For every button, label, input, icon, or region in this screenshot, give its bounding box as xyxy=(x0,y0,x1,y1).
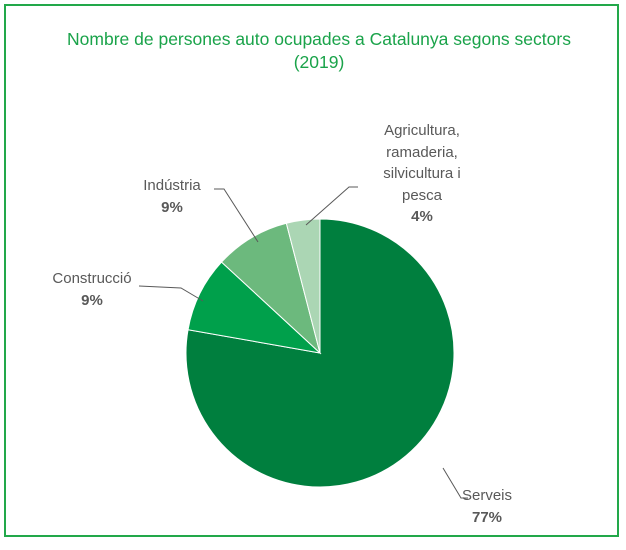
leader-line xyxy=(442,467,468,499)
value-label: 4% xyxy=(411,208,433,225)
value-label: 9% xyxy=(161,198,183,216)
pie-slice xyxy=(285,218,321,354)
chart xyxy=(138,186,468,499)
slice-label: Agricultura, ramaderia, silvicultura i p… xyxy=(363,120,481,228)
slice-label: Indústria 9% xyxy=(143,175,201,218)
pie xyxy=(185,218,455,488)
leader-line xyxy=(305,186,358,226)
slice-label: Construcció 9% xyxy=(52,268,131,311)
category-label: Serveis xyxy=(461,487,513,504)
chart-frame: Nombre de persones auto ocupades a Catal… xyxy=(4,4,619,537)
leader-line xyxy=(214,188,259,243)
chart-title: Nombre de persones auto ocupades a Catal… xyxy=(67,29,571,72)
category-label: Construcció xyxy=(52,270,132,287)
leader-line xyxy=(138,285,204,302)
slice-label: Serveis 77% xyxy=(462,485,512,528)
value-label: 9% xyxy=(81,291,103,309)
category-label: Agricultura, ramaderia, silvicultura i p… xyxy=(383,122,461,204)
value-label: 77% xyxy=(471,508,503,526)
category-label: Indústria xyxy=(143,177,201,194)
